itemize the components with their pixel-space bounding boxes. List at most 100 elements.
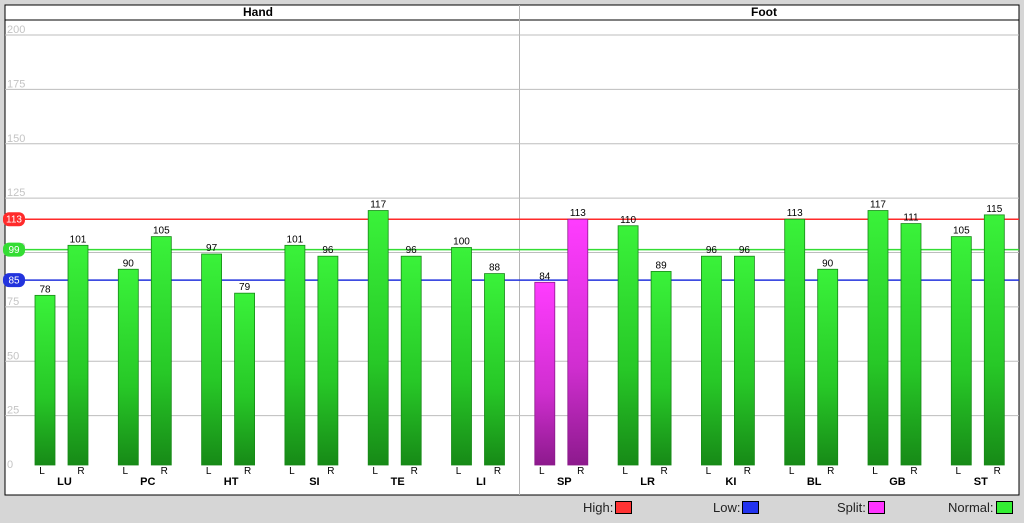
bar-gb-r [900,223,922,466]
value-label-st-r: 115 [986,204,1002,215]
legend-swatch-high [615,501,633,514]
legend-label-split: Split: [837,500,866,515]
bar-ht-r [234,292,256,466]
bar-gb-l [867,210,889,466]
category-label-ht: HT [224,476,239,488]
value-label-sp-l: 84 [539,271,551,282]
side-label-l: L [956,466,962,477]
threshold-badge-high [3,212,25,227]
value-label-li-l: 100 [453,237,470,248]
side-label-l: L [123,466,129,477]
value-label-bl-r: 90 [822,258,834,269]
side-label-l: L [456,466,462,477]
side-label-l: L [622,466,628,477]
bar-pc-r [150,236,172,466]
y-tick-label: 75 [7,296,19,308]
bar-pc-l [117,268,139,466]
value-label-li-r: 88 [489,263,501,274]
side-label-r: R [744,466,751,477]
category-label-ki: KI [725,476,736,488]
threshold-label-low: 85 [8,276,20,287]
bar-si-r [317,255,339,466]
value-label-ki-r: 96 [739,245,751,256]
legend-label-normal: Normal: [948,500,994,515]
value-label-gb-l: 117 [870,200,886,211]
side-label-r: R [327,466,334,477]
category-label-pc: PC [140,476,155,488]
threshold-label-high: 113 [6,215,22,226]
side-label-l: L [372,466,378,477]
bar-bl-l [784,218,806,466]
y-tick-label: 0 [7,459,13,471]
side-label-r: R [994,466,1001,477]
legend-item-high: High: [583,500,633,515]
side-label-l: L [539,466,545,477]
side-label-r: R [827,466,834,477]
bar-si-l [284,244,306,466]
bar-lr-l [617,225,639,466]
side-label-l: L [872,466,878,477]
category-label-bl: BL [807,476,822,488]
value-label-si-l: 101 [287,234,304,245]
bar-lr-r [650,271,672,466]
category-label-st: ST [974,476,988,488]
value-label-te-l: 117 [370,200,386,211]
bar-li-l [451,247,472,466]
legend-label-high: High: [583,500,614,515]
threshold-badge-low [3,273,25,288]
value-label-gb-r: 111 [903,213,919,224]
threshold-label-mid: 99 [8,245,20,256]
side-label-r: R [161,466,168,477]
bar-st-l [950,236,972,466]
category-label-si: SI [309,476,319,488]
side-label-l: L [206,466,212,477]
category-label-lu: LU [57,476,72,488]
bar-te-r [400,255,422,466]
value-label-ht-l: 97 [206,243,218,254]
legend-label-low: Low: [713,500,741,515]
bar-ht-l [201,253,223,466]
value-label-lu-l: 78 [39,284,51,295]
side-label-l: L [39,466,45,477]
bar-sp-l [534,281,556,466]
value-label-ht-r: 79 [239,282,251,293]
side-label-r: R [494,466,501,477]
value-label-si-r: 96 [322,245,334,256]
legend-swatch-normal [995,501,1013,514]
side-label-r: R [910,466,917,477]
category-label-te: TE [391,476,405,488]
y-tick-label: 200 [7,24,25,36]
bar-lu-l [34,294,56,466]
side-label-l: L [706,466,712,477]
bar-chart: Hand Foot 0 25 50 75 100 125 150 175 200 113 99 85… [3,4,1020,496]
side-label-l: L [789,466,795,477]
legend-item-low: Low: [713,500,760,515]
y-tick-label: 50 [7,350,19,362]
threshold-badge-mid [3,242,25,257]
category-label-lr: LR [640,476,655,488]
value-label-sp-r: 113 [570,208,586,219]
legend-swatch-split [867,501,885,514]
bar-bl-r [817,268,839,466]
value-label-lr-r: 89 [656,260,668,271]
y-tick-label: 175 [7,78,25,90]
bar-ki-r [734,255,755,466]
side-label-l: L [289,466,295,477]
y-tick-label: 150 [7,133,25,145]
side-label-r: R [244,466,251,477]
value-label-ki-l: 96 [706,245,718,256]
panel-title-hand: Hand [243,5,273,19]
legend-swatch-low [742,501,760,514]
side-label-r: R [577,466,584,477]
y-tick-label: 25 [7,405,19,417]
legend-item-normal: Normal: [948,500,1013,515]
side-label-r: R [77,466,84,477]
value-label-lu-r: 101 [70,234,87,245]
category-label-gb: GB [889,476,906,488]
legend: High: Low: Split: Normal: [0,498,1024,518]
value-label-lr-l: 110 [620,215,636,226]
bar-ki-l [701,255,722,466]
value-label-te-r: 96 [406,245,418,256]
category-label-li: LI [476,476,486,488]
value-label-st-l: 105 [953,226,970,237]
